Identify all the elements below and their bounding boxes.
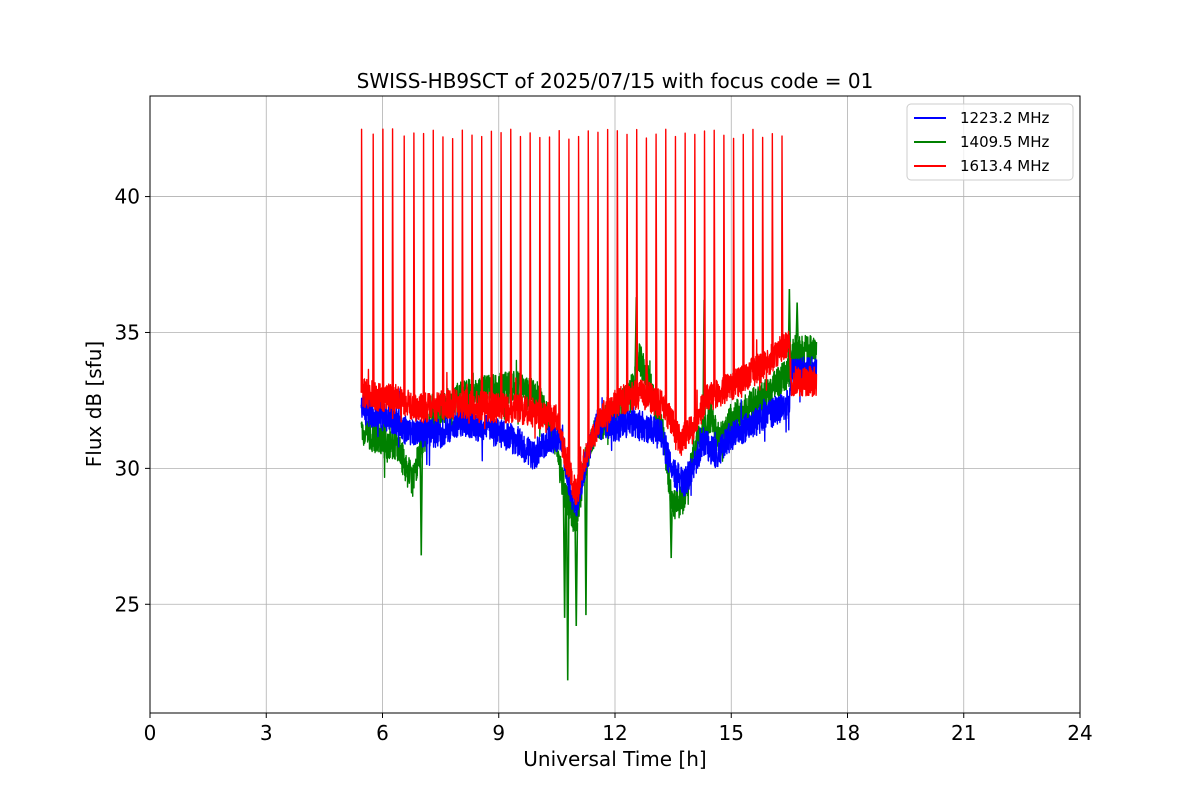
series-excursion: [565, 502, 570, 681]
x-tick-label: 24: [1067, 721, 1092, 745]
x-axis-label: Universal Time [h]: [523, 747, 706, 771]
y-tick-label: 35: [115, 320, 140, 344]
chart-title: SWISS-HB9SCT of 2025/07/15 with focus co…: [357, 69, 874, 93]
x-tick-label: 12: [602, 721, 627, 745]
series-excursion: [669, 495, 674, 559]
y-tick-label: 25: [115, 592, 140, 616]
series-excursion: [562, 495, 567, 618]
series-excursion: [583, 461, 588, 616]
x-tick-label: 15: [719, 721, 744, 745]
y-tick-label: 40: [115, 185, 140, 209]
x-tick-label: 3: [260, 721, 273, 745]
legend-label: 1613.4 MHz: [960, 157, 1049, 175]
series-layer: [360, 128, 818, 681]
y-tick-label: 30: [115, 456, 140, 480]
series-excursion: [419, 441, 424, 556]
x-tick-label: 6: [376, 721, 389, 745]
x-tick-label: 9: [492, 721, 505, 745]
legend-box: [906, 103, 1074, 181]
ticks: 0 3 6 9 12 15 18 21 24 25 30 35 40: [115, 185, 1093, 745]
legend-label: 1223.2 MHz: [960, 109, 1049, 127]
legend: 1223.2 MHz 1409.5 MHz 1613.4 MHz: [906, 103, 1074, 181]
y-axis-label: Flux dB [sfu]: [82, 341, 106, 467]
x-tick-label: 0: [144, 721, 157, 745]
x-tick-label: 21: [951, 721, 976, 745]
legend-label: 1409.5 MHz: [960, 133, 1049, 151]
x-tick-label: 18: [835, 721, 860, 745]
series-excursion: [795, 302, 800, 352]
series-excursion: [574, 522, 579, 627]
series-line-2: [360, 128, 818, 506]
